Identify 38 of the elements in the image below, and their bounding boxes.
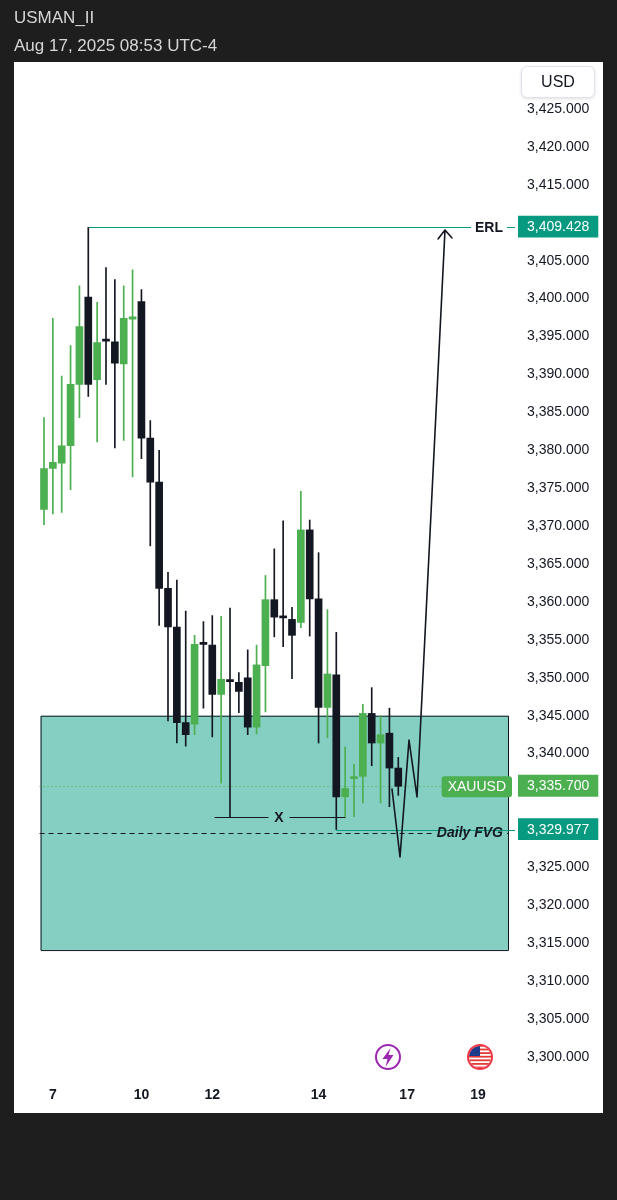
chart-subtitle: Aug 17, 2025 08:53 UTC-4 <box>14 36 218 56</box>
y-axis-title: USD <box>521 66 595 98</box>
x-tick-label: 17 <box>399 1086 416 1103</box>
y-tick-label: 3,365.000 <box>526 554 590 571</box>
y-tick-label: 3,305.000 <box>526 1009 590 1026</box>
x-tick-label: 19 <box>470 1086 486 1103</box>
y-tick-label: 3,425.000 <box>526 99 590 116</box>
y-tick-label: 3,405.000 <box>526 251 590 268</box>
y-tick-label: 3,350.000 <box>526 668 590 685</box>
y-tick-label: 3,340.000 <box>526 744 590 761</box>
x-tick-label: 12 <box>204 1086 221 1103</box>
y-tick-label: 3,335.700 <box>526 777 590 794</box>
x-tick-label: 7 <box>48 1086 57 1103</box>
y-tick-label: 3,315.000 <box>526 934 590 951</box>
y-tick-label: 3,345.000 <box>526 706 590 723</box>
ref-line-label: ERL <box>475 218 504 235</box>
y-tick-label: 3,409.428 <box>526 217 590 234</box>
ref-line-label: XAUUSD <box>447 778 507 795</box>
y-tick-label: 3,355.000 <box>526 630 590 647</box>
x-tick-label: 14 <box>310 1086 327 1103</box>
y-tick-label: 3,420.000 <box>526 137 590 154</box>
y-tick-label: 3,400.000 <box>526 289 590 306</box>
chart-title: USMAN_II <box>14 8 95 28</box>
y-tick-label: 3,320.000 <box>526 896 590 913</box>
y-tick-label: 3,329.977 <box>526 820 590 837</box>
y-tick-label: 3,310.000 <box>526 972 590 989</box>
y-tick-label: 3,300.000 <box>526 1047 590 1064</box>
y-tick-label: 3,385.000 <box>526 403 590 420</box>
y-tick-label: 3,370.000 <box>526 516 590 533</box>
y-tick-label: 3,390.000 <box>526 365 590 382</box>
annotation: X <box>274 808 285 825</box>
y-tick-label: 3,360.000 <box>526 592 590 609</box>
y-tick-label: 3,415.000 <box>526 175 590 192</box>
y-tick-label: 3,380.000 <box>526 441 590 458</box>
y-tick-label: 3,375.000 <box>526 479 590 496</box>
y-tick-label: 3,325.000 <box>526 858 590 875</box>
y-tick-label: 3,395.000 <box>526 327 590 344</box>
x-tick-label: 10 <box>133 1086 150 1103</box>
